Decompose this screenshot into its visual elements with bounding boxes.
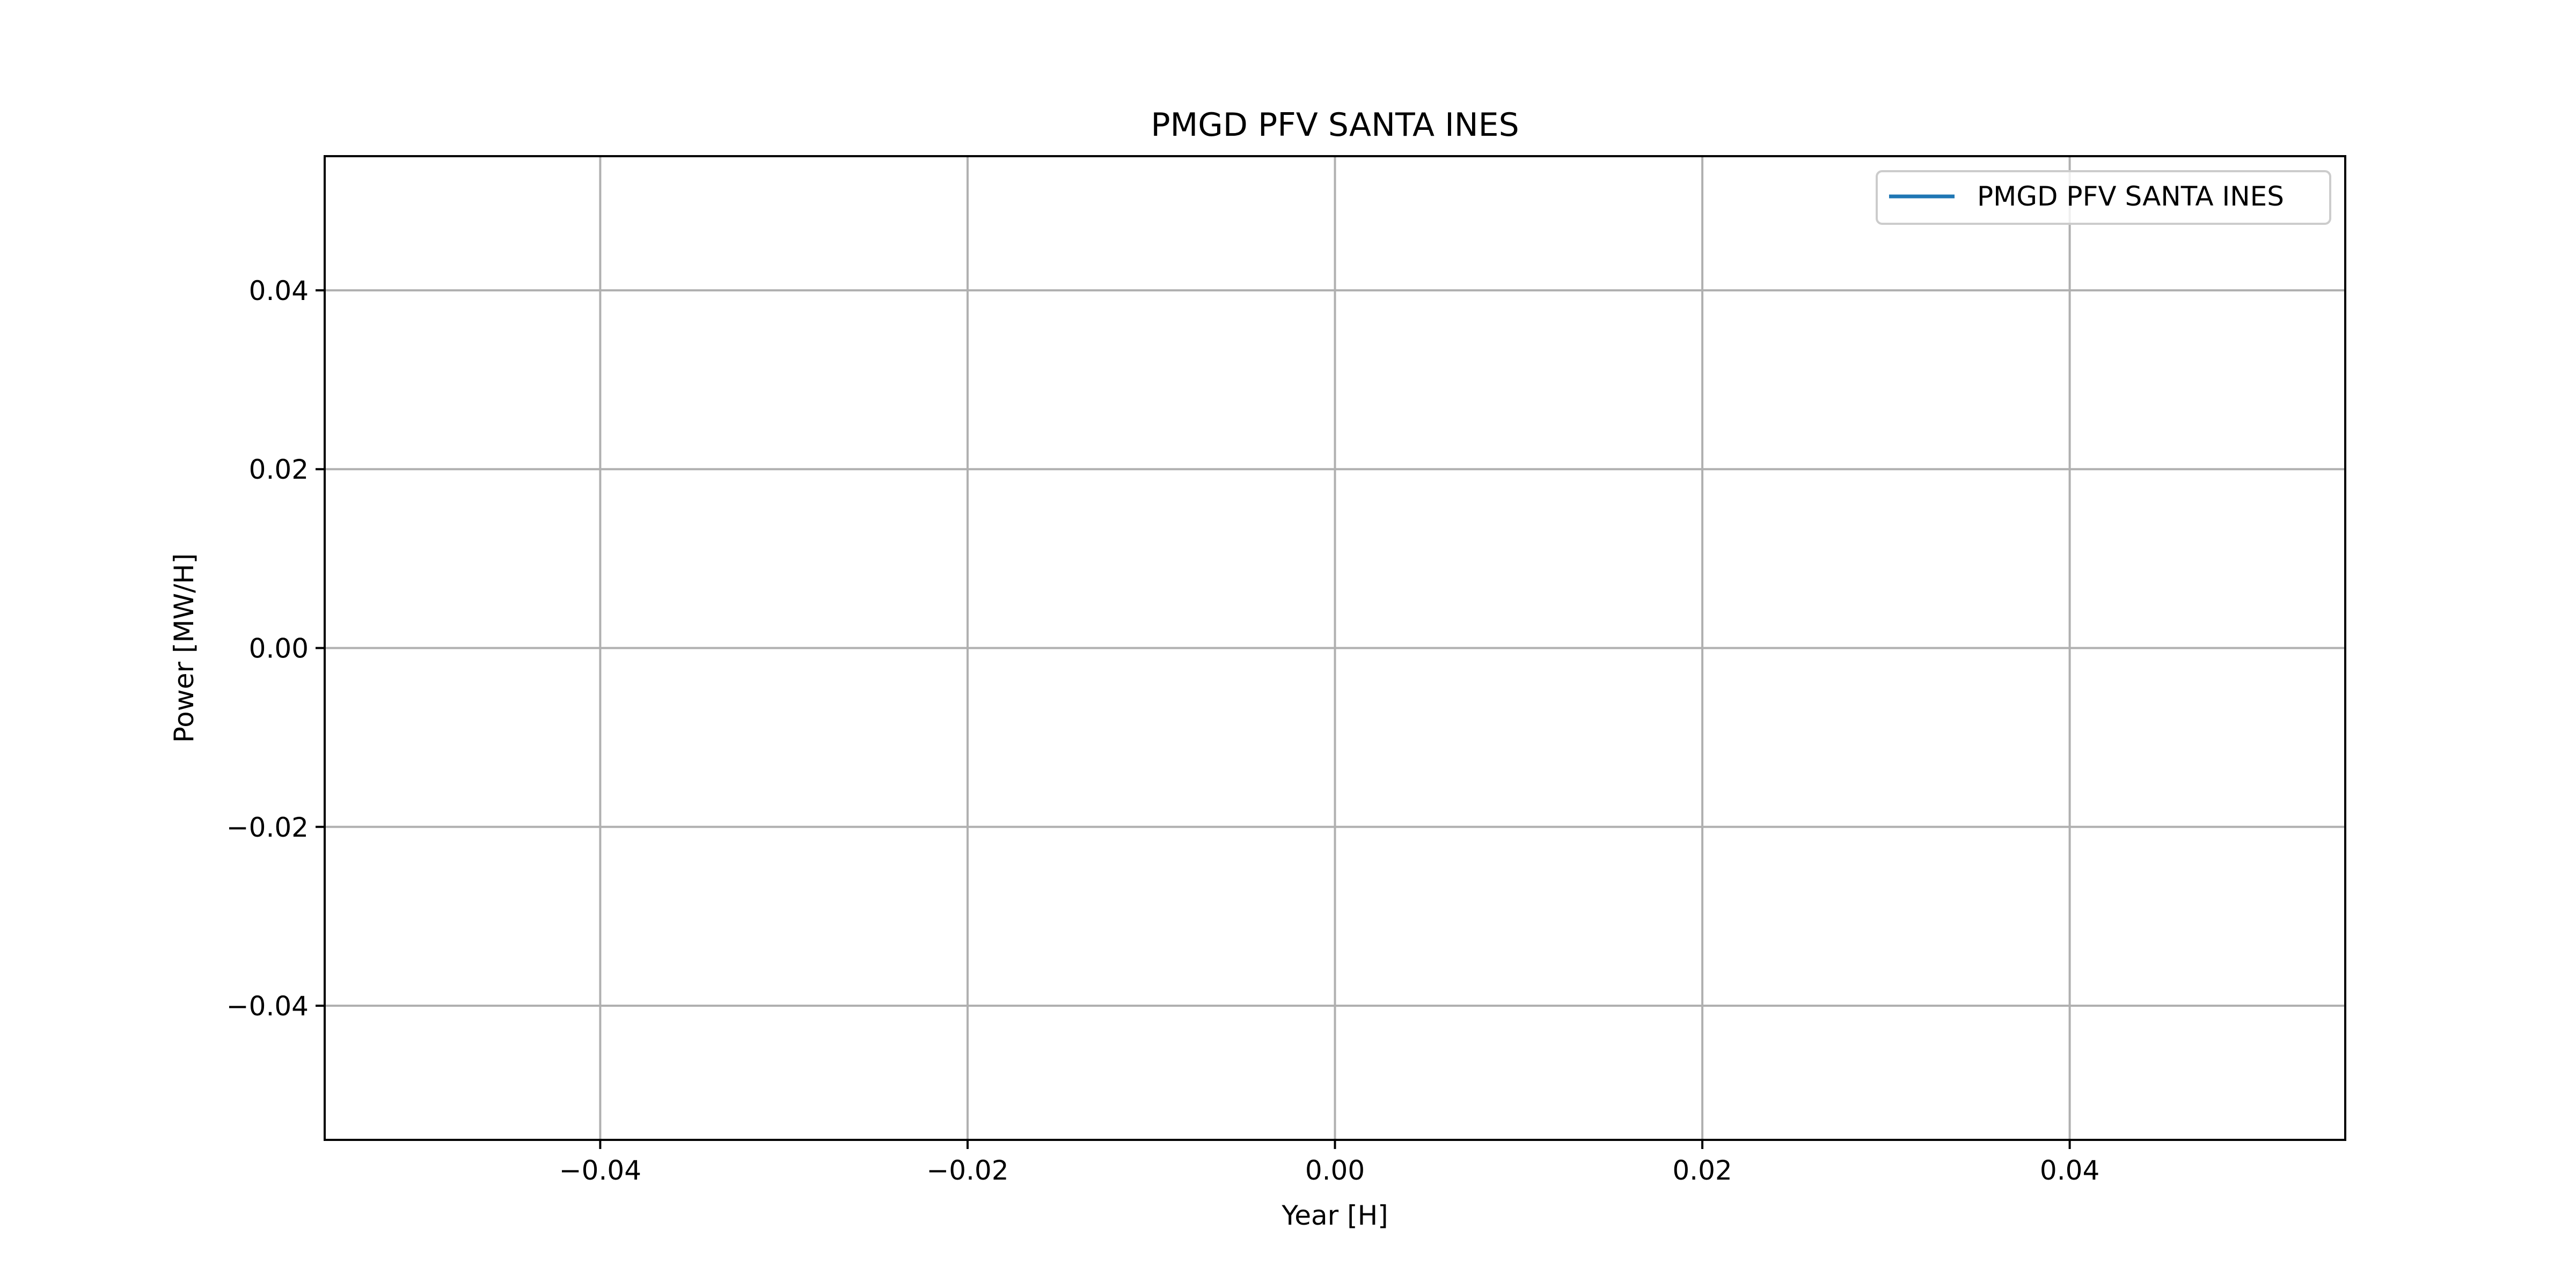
- x-tick-label: 0.04: [2040, 1155, 2099, 1186]
- y-tick-label: 0.00: [249, 633, 309, 664]
- x-tick-label: 0.02: [1672, 1155, 1732, 1186]
- y-tick-label: 0.04: [249, 275, 309, 306]
- x-axis-label: Year [H]: [1281, 1200, 1388, 1231]
- y-tick-label: 0.02: [249, 454, 309, 485]
- x-tick-label: −0.04: [559, 1155, 641, 1186]
- y-tick-label: −0.02: [226, 812, 309, 843]
- y-axis-ticks: 0.04 0.02 0.00 −0.02 −0.04: [226, 275, 325, 1022]
- y-axis-label: Power [MW/H]: [169, 553, 200, 743]
- legend: PMGD PFV SANTA INES: [1876, 170, 2331, 225]
- x-tick-label: −0.02: [926, 1155, 1008, 1186]
- legend-box: [1876, 170, 2331, 225]
- grid: [325, 156, 2345, 1140]
- x-axis-ticks: −0.04 −0.02 0.00 0.02 0.04: [559, 1140, 2099, 1186]
- legend-label: PMGD PFV SANTA INES: [1977, 181, 2284, 212]
- x-tick-label: 0.00: [1305, 1155, 1365, 1186]
- chart-title: PMGD PFV SANTA INES: [1151, 106, 1519, 144]
- y-tick-label: −0.04: [226, 991, 309, 1022]
